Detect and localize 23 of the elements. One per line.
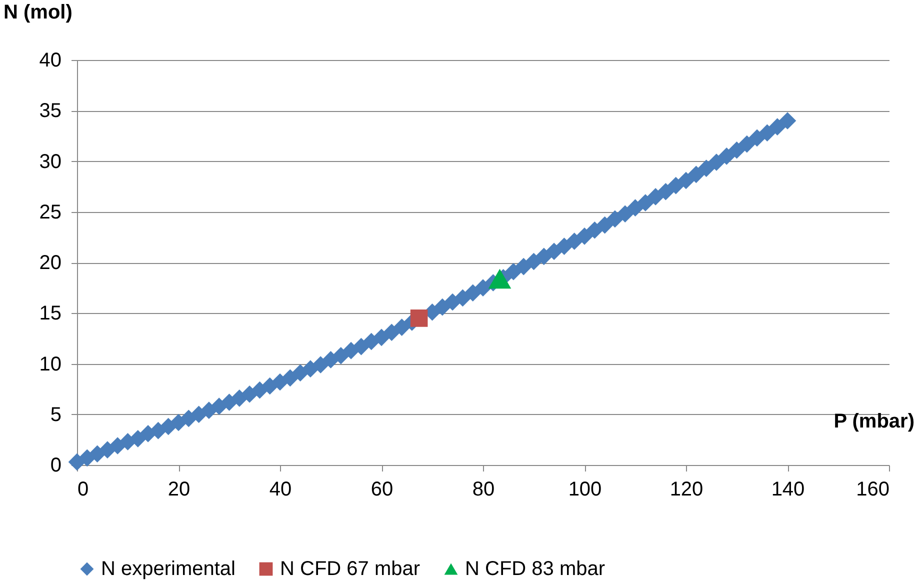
legend-label: N experimental (101, 558, 236, 580)
y-tick-label: 20 (39, 252, 62, 274)
y-tick-label: 25 (39, 201, 62, 224)
y-tick-label: 5 (50, 404, 62, 426)
x-tick-label: 100 (568, 478, 602, 500)
y-tick-label: 30 (39, 150, 62, 173)
x-tick-label: 40 (269, 478, 292, 500)
x-tick-label: 0 (78, 478, 89, 500)
x-tick-label: 20 (168, 478, 190, 500)
y-axis-title: N (mol) (4, 2, 72, 24)
y-tick-label: 10 (39, 353, 62, 376)
y-tick-label: 40 (39, 50, 62, 72)
x-axis-title: P (mbar) (834, 410, 914, 432)
y-tick-label: 15 (39, 302, 62, 325)
legend-label: N CFD 67 mbar (280, 558, 420, 580)
y-tick-label: 35 (39, 100, 62, 122)
y-tick-label: 0 (50, 454, 62, 476)
x-tick-label: 120 (670, 478, 704, 500)
x-tick-label: 140 (771, 478, 805, 500)
x-tick-label: 80 (472, 478, 495, 500)
legend-label: N CFD 83 mbar (465, 558, 606, 580)
x-tick-label: 60 (370, 478, 394, 500)
x-tick-label: 160 (856, 478, 890, 500)
